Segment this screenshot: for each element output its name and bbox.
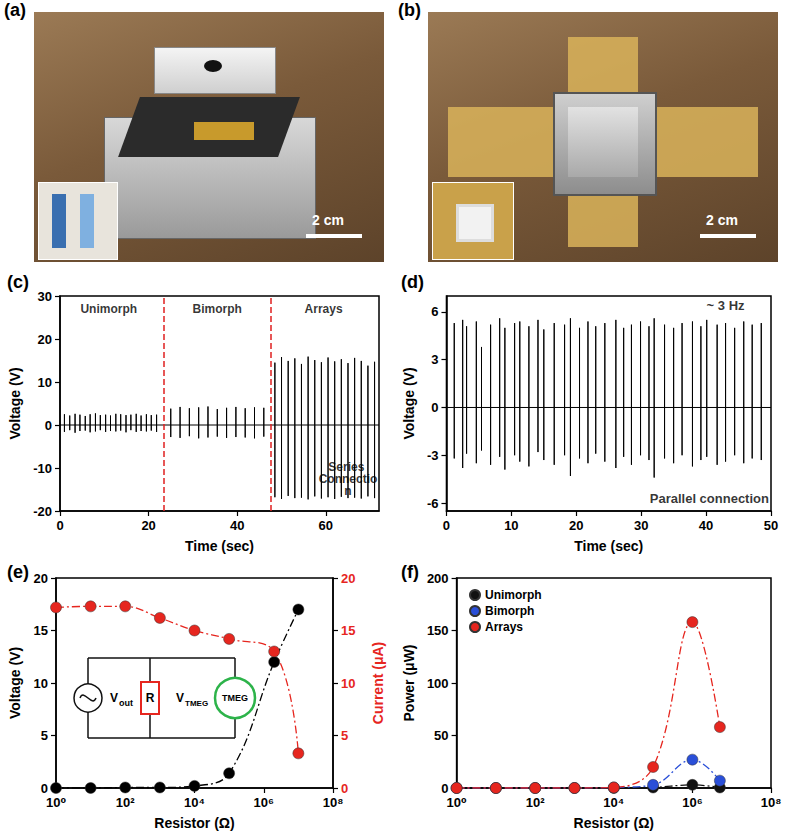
html-text:2 cm: 2 cm	[312, 212, 344, 228]
svg-text:20: 20	[569, 518, 583, 533]
svg-text:10⁴: 10⁴	[603, 795, 624, 810]
svg-text:-10: -10	[33, 461, 52, 476]
html-text:2 cm: 2 cm	[706, 212, 738, 228]
svg-text:20: 20	[38, 332, 52, 347]
svg-text:40: 40	[699, 518, 713, 533]
svg-text:0: 0	[443, 518, 450, 533]
html-text:(b): (b)	[398, 0, 421, 20]
svg-text:0: 0	[45, 418, 52, 433]
svg-text:TMEG: TMEG	[222, 693, 248, 703]
svg-text:-6: -6	[427, 496, 439, 511]
svg-text:-3: -3	[427, 448, 439, 463]
svg-text:10: 10	[341, 676, 355, 691]
svg-text:Voltage (V): Voltage (V)	[7, 647, 23, 719]
svg-text:0: 0	[441, 781, 448, 796]
svg-text:30: 30	[634, 518, 648, 533]
html-text:(a): (a)	[4, 0, 26, 20]
svg-text:10: 10	[504, 518, 518, 533]
svg-text:20: 20	[34, 571, 48, 586]
svg-text:10⁶: 10⁶	[254, 795, 274, 810]
svg-text:Power (μW): Power (μW)	[401, 644, 417, 721]
svg-text:Voltage (V): Voltage (V)	[401, 367, 417, 439]
svg-text:Arrays: Arrays	[305, 302, 343, 316]
svg-text:Connectio: Connectio	[318, 471, 378, 486]
svg-text:Bimorph: Bimorph	[193, 302, 242, 316]
svg-text:Resistor (Ω): Resistor (Ω)	[154, 815, 234, 831]
svg-text:0: 0	[341, 781, 348, 796]
svg-text:60: 60	[319, 518, 333, 533]
svg-text:n: n	[344, 484, 351, 498]
svg-text:15: 15	[341, 623, 355, 638]
svg-text:40: 40	[230, 518, 244, 533]
svg-text:0: 0	[431, 400, 438, 415]
svg-text:0: 0	[56, 518, 63, 533]
svg-text:10⁴: 10⁴	[184, 795, 205, 810]
svg-text:Parallel connection: Parallel connection	[650, 491, 769, 506]
svg-text:Current (μA): Current (μA)	[370, 642, 386, 724]
svg-text:(c): (c)	[7, 272, 29, 292]
svg-text:0: 0	[41, 781, 48, 796]
svg-text:-20: -20	[33, 504, 52, 519]
svg-text:R: R	[146, 691, 155, 705]
svg-text:V: V	[110, 691, 118, 705]
svg-text:20: 20	[141, 518, 155, 533]
svg-text:(f): (f)	[401, 562, 419, 582]
svg-text:10: 10	[34, 676, 48, 691]
svg-text:6: 6	[431, 304, 438, 319]
svg-text:150: 150	[427, 623, 449, 638]
svg-text:out: out	[119, 698, 133, 708]
svg-text:Unimorph: Unimorph	[485, 588, 542, 602]
svg-text:10⁶: 10⁶	[682, 795, 702, 810]
svg-text:50: 50	[434, 728, 448, 743]
svg-text:10²: 10²	[116, 795, 135, 810]
svg-text:10⁰: 10⁰	[46, 795, 66, 810]
svg-text:10⁰: 10⁰	[447, 795, 467, 810]
svg-text:10⁸: 10⁸	[761, 795, 782, 810]
svg-text:Bimorph: Bimorph	[485, 604, 534, 618]
svg-text:(d): (d)	[401, 272, 424, 292]
svg-text:50: 50	[764, 518, 778, 533]
svg-text:(e): (e)	[7, 562, 29, 582]
svg-text:Series: Series	[328, 459, 368, 474]
svg-text:30: 30	[38, 289, 52, 304]
svg-text:Voltage (V): Voltage (V)	[7, 367, 23, 439]
svg-text:Time (sec): Time (sec)	[185, 538, 254, 554]
svg-text:Time (sec): Time (sec)	[574, 538, 643, 554]
svg-text:TMEG: TMEG	[185, 699, 208, 708]
svg-text:10⁸: 10⁸	[323, 795, 344, 810]
svg-text:3: 3	[431, 352, 438, 367]
svg-text:10: 10	[38, 375, 52, 390]
svg-text:15: 15	[34, 623, 48, 638]
svg-text:100: 100	[427, 676, 449, 691]
svg-text:Arrays: Arrays	[485, 620, 523, 634]
svg-text:~ 3 Hz: ~ 3 Hz	[707, 298, 745, 313]
svg-text:20: 20	[341, 571, 355, 586]
svg-text:200: 200	[427, 571, 449, 586]
svg-text:5: 5	[341, 728, 348, 743]
svg-text:10²: 10²	[526, 795, 545, 810]
svg-text:Unimorph: Unimorph	[80, 302, 137, 316]
svg-text:5: 5	[41, 728, 48, 743]
svg-text:Resistor (Ω): Resistor (Ω)	[574, 815, 654, 831]
svg-text:V: V	[176, 691, 184, 705]
